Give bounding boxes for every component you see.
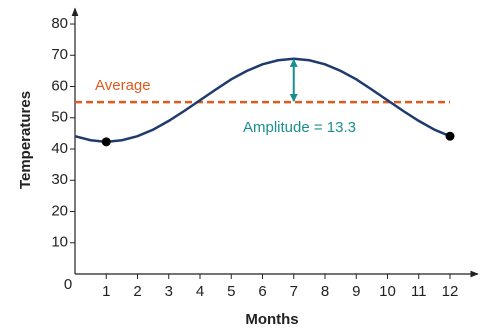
curve — [74, 57, 451, 144]
y-tick-label: 70 — [51, 46, 68, 63]
x-tick-label: 11 — [411, 283, 427, 300]
y-tick-label: 60 — [51, 77, 68, 94]
x-tick-label: 9 — [352, 283, 360, 300]
x-tick-label: 0 — [64, 276, 72, 293]
y-tick-label: 20 — [51, 202, 68, 219]
y-tick-label: 30 — [51, 171, 68, 188]
x-tick-label: 6 — [258, 283, 266, 300]
x-tick-label: 1 — [102, 283, 110, 300]
x-tick-label: 12 — [442, 283, 459, 300]
x-tick-label: 8 — [321, 283, 329, 300]
y-tick-label: 40 — [51, 140, 68, 157]
x-tick-label: 5 — [227, 283, 235, 300]
amplitude-label: Amplitude = 13.3 — [243, 119, 356, 136]
x-tick-label: 3 — [165, 283, 173, 300]
x-tick-label: 2 — [133, 283, 141, 300]
point — [101, 137, 111, 147]
y-tick-label: 50 — [51, 109, 68, 126]
average-label: Average — [95, 77, 151, 94]
x-tick-label: 4 — [196, 283, 204, 300]
y-axis-title: Temperatures — [17, 91, 34, 189]
x-axis-title: Months — [245, 311, 298, 328]
x-tick-label: 7 — [290, 283, 298, 300]
y-tick-label: 80 — [51, 15, 68, 32]
y-tick-label: 10 — [51, 234, 68, 251]
point — [445, 131, 455, 141]
x-tick-label: 10 — [379, 283, 396, 300]
